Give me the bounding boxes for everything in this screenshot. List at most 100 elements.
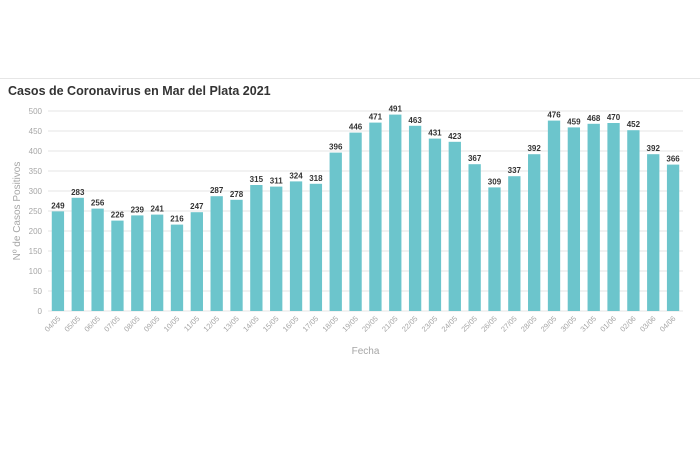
bar bbox=[190, 212, 203, 311]
bar bbox=[389, 114, 402, 311]
y-tick-label: 250 bbox=[29, 207, 43, 216]
x-tick-label: 14/05 bbox=[241, 314, 261, 334]
data-label: 324 bbox=[289, 171, 303, 180]
data-label: 241 bbox=[150, 205, 164, 214]
data-label: 468 bbox=[587, 114, 601, 123]
data-label: 367 bbox=[468, 154, 482, 163]
x-tick-label: 30/05 bbox=[559, 314, 579, 334]
data-label: 247 bbox=[190, 202, 204, 211]
data-label: 471 bbox=[369, 113, 383, 122]
x-tick-label: 24/05 bbox=[440, 314, 460, 334]
x-tick-label: 23/05 bbox=[420, 314, 440, 334]
data-label: 256 bbox=[91, 199, 105, 208]
x-tick-label: 04/05 bbox=[43, 314, 63, 334]
x-tick-label: 22/05 bbox=[400, 314, 420, 334]
bar bbox=[428, 138, 442, 311]
x-tick-label: 04/06 bbox=[658, 314, 678, 334]
x-tick-label: 03/06 bbox=[638, 314, 658, 334]
y-tick-label: 350 bbox=[29, 167, 43, 176]
data-label: 239 bbox=[131, 205, 145, 214]
y-tick-label: 200 bbox=[29, 227, 43, 236]
y-tick-label: 100 bbox=[29, 267, 43, 276]
data-label: 226 bbox=[111, 211, 125, 220]
bar bbox=[230, 199, 243, 311]
bar bbox=[468, 164, 481, 311]
y-tick-label: 450 bbox=[29, 127, 43, 136]
y-tick-label: 500 bbox=[29, 107, 43, 116]
x-tick-label: 28/05 bbox=[519, 314, 539, 334]
bar bbox=[547, 120, 561, 311]
y-tick-label: 0 bbox=[38, 307, 43, 316]
data-label: 392 bbox=[647, 144, 661, 153]
data-label: 476 bbox=[547, 111, 561, 120]
x-tick-label: 10/05 bbox=[162, 314, 182, 334]
bar bbox=[567, 127, 581, 312]
x-tick-label: 08/05 bbox=[122, 314, 142, 334]
x-tick-label: 13/05 bbox=[221, 314, 241, 334]
bar bbox=[71, 197, 84, 311]
bar bbox=[627, 130, 640, 311]
x-tick-label: 29/05 bbox=[539, 314, 559, 334]
data-label: 491 bbox=[389, 105, 403, 114]
bar bbox=[250, 185, 263, 311]
y-tick-label: 300 bbox=[29, 187, 43, 196]
data-label: 249 bbox=[51, 201, 65, 210]
data-label: 318 bbox=[309, 174, 323, 183]
x-axis-title: Fecha bbox=[352, 346, 380, 357]
bar bbox=[170, 224, 184, 311]
x-tick-label: 15/05 bbox=[261, 314, 281, 334]
bar bbox=[369, 122, 382, 311]
bar bbox=[270, 186, 283, 311]
bar bbox=[309, 183, 323, 311]
bar bbox=[666, 164, 680, 311]
chart-title: Casos de Coronavirus en Mar del Plata 20… bbox=[8, 84, 271, 98]
x-tick-label: 19/05 bbox=[340, 314, 360, 334]
x-tick-label: 26/05 bbox=[479, 314, 499, 334]
data-label: 392 bbox=[527, 144, 541, 153]
bar bbox=[210, 196, 223, 311]
data-label: 366 bbox=[666, 155, 680, 164]
data-label: 446 bbox=[349, 123, 363, 132]
x-tick-label: 21/05 bbox=[380, 314, 400, 334]
data-label: 452 bbox=[627, 120, 641, 129]
bar bbox=[349, 132, 362, 311]
data-label: 278 bbox=[230, 190, 244, 199]
data-label: 459 bbox=[567, 117, 581, 126]
y-tick-label: 400 bbox=[29, 147, 43, 156]
x-tick-label: 20/05 bbox=[360, 314, 380, 334]
bar bbox=[111, 220, 124, 311]
data-label: 463 bbox=[408, 116, 422, 125]
bar bbox=[647, 154, 660, 311]
x-tick-label: 09/05 bbox=[142, 314, 162, 334]
bar bbox=[528, 154, 541, 311]
data-label: 283 bbox=[71, 188, 85, 197]
x-tick-label: 02/06 bbox=[618, 314, 638, 334]
x-tick-label: 25/05 bbox=[459, 314, 479, 334]
bar bbox=[289, 181, 303, 311]
x-tick-label: 01/06 bbox=[598, 314, 618, 334]
y-tick-label: 50 bbox=[33, 287, 42, 296]
y-axis-title: Nº de Casos Positivos bbox=[12, 162, 23, 261]
x-tick-label: 18/05 bbox=[321, 314, 341, 334]
data-label: 396 bbox=[329, 143, 343, 152]
x-tick-label: 11/05 bbox=[182, 314, 201, 333]
data-label: 431 bbox=[428, 129, 442, 138]
data-label: 423 bbox=[448, 132, 462, 141]
bar bbox=[607, 123, 620, 311]
bar bbox=[587, 123, 600, 311]
bar bbox=[408, 125, 422, 311]
bar bbox=[508, 176, 521, 311]
x-tick-label: 17/05 bbox=[301, 314, 321, 334]
bar bbox=[329, 152, 342, 311]
bar bbox=[448, 141, 461, 311]
x-tick-label: 12/05 bbox=[201, 314, 221, 334]
data-label: 309 bbox=[488, 177, 502, 186]
x-tick-label: 06/05 bbox=[82, 314, 102, 334]
x-tick-label: 16/05 bbox=[281, 314, 301, 334]
data-label: 470 bbox=[607, 113, 621, 122]
x-tick-label: 27/05 bbox=[499, 314, 519, 334]
y-tick-label: 150 bbox=[29, 247, 43, 256]
data-label: 287 bbox=[210, 186, 224, 195]
